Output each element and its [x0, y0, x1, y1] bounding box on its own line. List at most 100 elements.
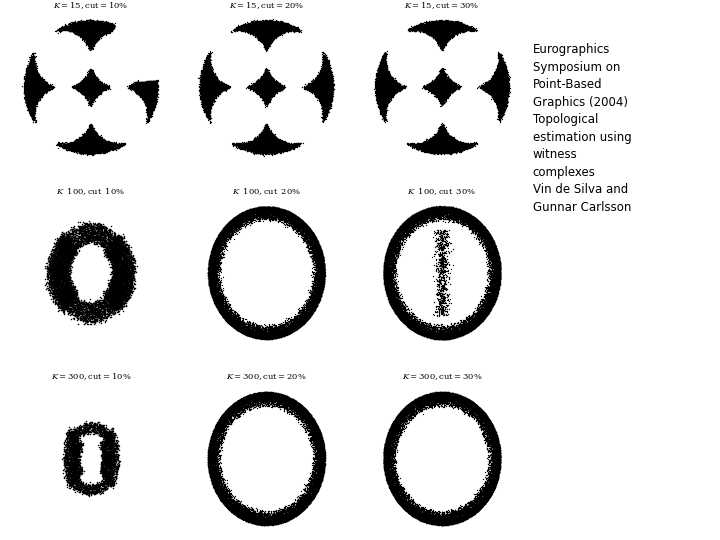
Point	[390, 306, 401, 315]
Point	[481, 225, 492, 234]
Point	[109, 285, 121, 293]
Point	[235, 396, 246, 405]
Point	[301, 481, 312, 489]
Point	[307, 298, 318, 307]
Point	[401, 218, 413, 226]
Point	[207, 287, 218, 296]
Point	[59, 292, 71, 300]
Point	[31, 94, 42, 103]
Point	[440, 334, 451, 343]
Point	[254, 135, 266, 144]
Point	[107, 455, 119, 463]
Point	[99, 83, 111, 92]
Point	[205, 261, 217, 270]
Point	[446, 33, 458, 42]
Point	[376, 69, 387, 77]
Point	[258, 72, 269, 81]
Point	[481, 489, 492, 497]
Point	[276, 207, 288, 215]
Point	[66, 478, 78, 487]
Point	[31, 69, 42, 77]
Point	[205, 90, 217, 98]
Point	[316, 251, 328, 260]
Point	[64, 438, 76, 447]
Point	[373, 71, 384, 80]
Point	[308, 420, 320, 428]
Point	[292, 219, 304, 228]
Point	[227, 506, 238, 515]
Point	[264, 78, 276, 86]
Point	[383, 78, 395, 86]
Point	[498, 86, 510, 95]
Point	[223, 312, 235, 320]
Point	[210, 282, 221, 291]
Point	[308, 489, 320, 498]
Point	[235, 395, 247, 404]
Point	[253, 322, 264, 331]
Point	[392, 231, 403, 240]
Point	[459, 320, 471, 329]
Point	[394, 310, 405, 319]
Point	[436, 393, 448, 401]
Point	[265, 78, 276, 87]
Point	[148, 86, 160, 94]
Point	[487, 426, 499, 434]
Point	[413, 514, 425, 523]
Point	[79, 29, 91, 38]
Point	[440, 144, 451, 153]
Point	[484, 419, 495, 428]
Point	[494, 263, 505, 272]
Point	[324, 80, 336, 89]
Point	[261, 130, 273, 138]
Point	[65, 314, 76, 323]
Point	[317, 458, 328, 467]
Point	[449, 329, 461, 338]
Point	[143, 90, 154, 98]
Point	[400, 315, 412, 324]
Point	[319, 105, 330, 113]
Point	[253, 139, 264, 147]
Point	[491, 450, 503, 458]
Point	[79, 34, 91, 43]
Point	[441, 29, 453, 38]
Point	[259, 31, 271, 39]
Point	[225, 504, 236, 513]
Point	[230, 313, 241, 321]
Point	[239, 513, 251, 522]
Point	[316, 71, 328, 80]
Point	[50, 244, 62, 252]
Point	[446, 25, 458, 34]
Point	[313, 87, 325, 96]
Point	[410, 325, 422, 334]
Point	[145, 83, 156, 91]
Point	[257, 204, 269, 213]
Point	[205, 270, 217, 279]
Point	[382, 287, 394, 296]
Point	[295, 507, 307, 516]
Point	[472, 402, 483, 411]
Point	[499, 76, 510, 85]
Point	[442, 278, 454, 286]
Point	[204, 274, 215, 283]
Point	[140, 80, 152, 89]
Point	[264, 519, 276, 528]
Point	[103, 143, 114, 152]
Point	[380, 256, 392, 265]
Point	[385, 422, 397, 431]
Point	[216, 424, 228, 433]
Point	[293, 316, 305, 325]
Point	[490, 280, 502, 288]
Point	[391, 254, 402, 263]
Point	[443, 204, 454, 212]
Point	[74, 299, 86, 307]
Point	[69, 23, 81, 31]
Point	[488, 92, 500, 101]
Point	[217, 498, 228, 507]
Point	[254, 131, 266, 140]
Point	[80, 90, 91, 99]
Point	[315, 279, 327, 288]
Point	[493, 448, 505, 456]
Point	[314, 244, 325, 253]
Point	[263, 34, 274, 43]
Point	[91, 133, 103, 142]
